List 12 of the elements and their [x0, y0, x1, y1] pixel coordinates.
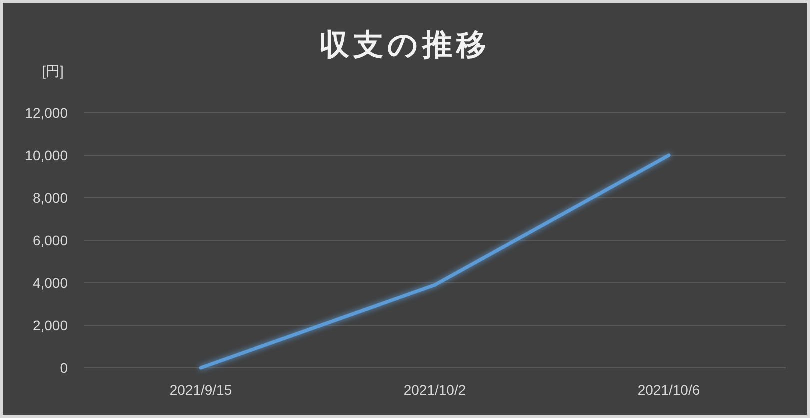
x-tick-label: 2021/10/2: [404, 382, 466, 398]
y-tick-label: 2,000: [32, 318, 68, 334]
y-axis-title: [円]: [42, 63, 64, 79]
y-tick-label: 4,000: [32, 275, 68, 291]
chart-title: 収支の推移: [320, 29, 490, 62]
y-tick-label: 6,000: [32, 232, 68, 248]
y-tick-label: 0: [60, 360, 68, 376]
y-tick-label: 10,000: [25, 148, 68, 164]
y-tick-label: 12,000: [25, 105, 68, 121]
x-tick-label: 2021/9/15: [170, 382, 232, 398]
y-tick-label: 8,000: [32, 190, 68, 206]
x-tick-label: 2021/10/6: [638, 382, 700, 398]
